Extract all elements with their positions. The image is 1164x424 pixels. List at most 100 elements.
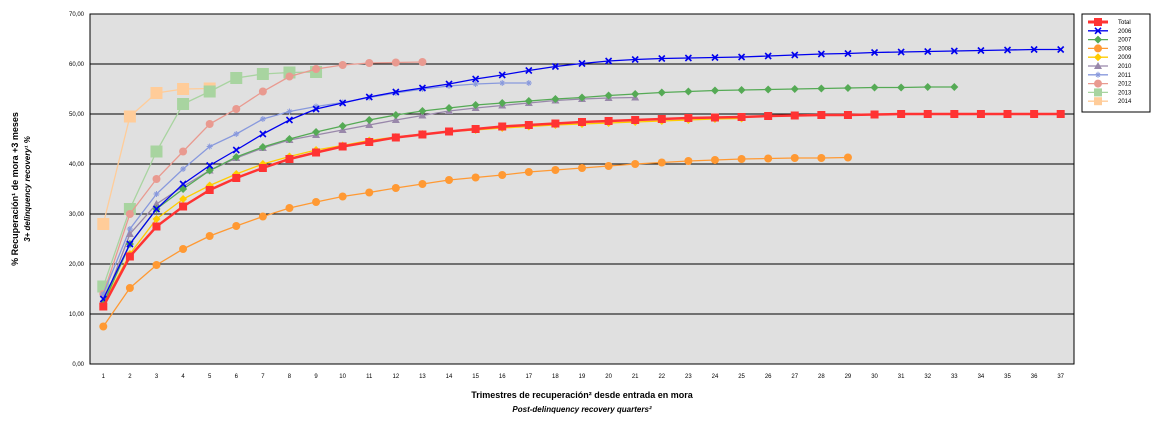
point-total bbox=[179, 202, 188, 211]
x-tick-label: 16 bbox=[499, 374, 506, 380]
point-total bbox=[99, 302, 108, 311]
x-tick-label: 9 bbox=[314, 374, 318, 380]
point-total bbox=[1056, 110, 1065, 118]
point-2006 bbox=[472, 75, 480, 83]
x-tick-label: 5 bbox=[208, 374, 212, 380]
point-total bbox=[737, 113, 746, 121]
point-2012 bbox=[232, 105, 241, 113]
legend-label: 2012 bbox=[1118, 82, 1132, 88]
x-tick-label: 26 bbox=[765, 374, 772, 380]
point-2008 bbox=[657, 158, 666, 167]
point-2008 bbox=[125, 284, 134, 292]
point-2006 bbox=[605, 57, 613, 65]
point-2012 bbox=[391, 58, 400, 67]
x-tick-label: 34 bbox=[978, 374, 985, 380]
point-total bbox=[764, 112, 773, 120]
point-total bbox=[524, 121, 533, 129]
point-2011 bbox=[126, 226, 133, 232]
point-2009 bbox=[179, 195, 188, 203]
point-2007 bbox=[524, 97, 533, 105]
point-2012 bbox=[312, 65, 321, 73]
point-2008 bbox=[285, 204, 294, 212]
point-2006 bbox=[1030, 45, 1038, 54]
y-tick-label: 40,00 bbox=[69, 162, 85, 168]
x-tick-label: 27 bbox=[791, 374, 798, 380]
point-2013 bbox=[256, 68, 269, 80]
point-2006 bbox=[844, 49, 852, 58]
point-total bbox=[471, 125, 480, 133]
legend-item-2007: 2007 bbox=[1088, 35, 1132, 44]
series-total bbox=[99, 110, 1065, 311]
point-2007 bbox=[445, 104, 454, 112]
legend-marker bbox=[1094, 18, 1102, 26]
point-total bbox=[391, 133, 400, 142]
x-tick-label: 4 bbox=[181, 374, 185, 380]
legend-label: Total bbox=[1118, 20, 1131, 26]
point-2006 bbox=[445, 80, 453, 88]
point-2006 bbox=[738, 53, 746, 61]
point-total bbox=[950, 110, 959, 118]
point-2011 bbox=[446, 83, 453, 89]
x-tick-label: 32 bbox=[924, 374, 931, 380]
point-2006 bbox=[339, 99, 347, 107]
point-2007 bbox=[950, 83, 959, 91]
point-2006 bbox=[658, 54, 666, 63]
legend-label: 2010 bbox=[1118, 64, 1132, 70]
legend-item-2008: 2008 bbox=[1088, 44, 1132, 53]
point-2007 bbox=[258, 143, 267, 151]
point-2008 bbox=[365, 188, 374, 197]
legend-item-total: Total bbox=[1088, 18, 1131, 26]
x-tick-label: 18 bbox=[552, 374, 559, 380]
x-tick-label: 28 bbox=[818, 374, 825, 380]
point-total bbox=[870, 110, 879, 119]
point-2006 bbox=[1057, 45, 1065, 54]
point-total bbox=[578, 118, 586, 126]
legend-marker bbox=[1094, 62, 1102, 69]
point-2008 bbox=[471, 173, 480, 182]
point-2006 bbox=[950, 47, 958, 55]
point-2006 bbox=[977, 46, 985, 55]
legend-label: 2014 bbox=[1118, 99, 1132, 105]
point-total bbox=[418, 130, 427, 139]
point-2007 bbox=[338, 122, 347, 130]
legend-item-2006: 2006 bbox=[1088, 27, 1132, 35]
point-2011 bbox=[100, 291, 107, 297]
legend-marker bbox=[1094, 44, 1102, 53]
point-2008 bbox=[551, 166, 560, 174]
legend-item-2010: 2010 bbox=[1088, 62, 1132, 70]
point-2008 bbox=[258, 212, 267, 221]
x-tick-label: 37 bbox=[1057, 374, 1064, 380]
point-2008 bbox=[205, 232, 214, 240]
point-2006 bbox=[764, 52, 772, 60]
point-2008 bbox=[843, 153, 852, 162]
plot-area bbox=[89, 13, 1075, 365]
point-2006 bbox=[551, 62, 559, 71]
point-2006 bbox=[152, 205, 161, 213]
legend-item-2012: 2012 bbox=[1088, 79, 1132, 88]
point-2007 bbox=[657, 88, 666, 97]
point-total bbox=[551, 119, 560, 128]
point-2007 bbox=[631, 90, 640, 98]
point-2008 bbox=[817, 154, 826, 162]
x-tick-label: 13 bbox=[419, 374, 426, 380]
point-2007 bbox=[418, 107, 427, 115]
point-2011 bbox=[472, 81, 479, 87]
point-2010 bbox=[152, 200, 161, 207]
series-2008 bbox=[99, 153, 852, 331]
legend-label: 2007 bbox=[1118, 38, 1132, 44]
x-tick-label: 20 bbox=[605, 374, 612, 380]
point-2008 bbox=[99, 322, 108, 331]
x-axis-label: Trimestres de recuperación² desde entrad… bbox=[471, 390, 694, 400]
point-total bbox=[312, 148, 321, 157]
legend-label: 2013 bbox=[1118, 90, 1132, 96]
legend-marker bbox=[1094, 35, 1102, 44]
x-tick-label: 25 bbox=[738, 374, 745, 380]
point-2011 bbox=[233, 131, 240, 137]
point-2006 bbox=[897, 48, 905, 56]
x-tick-label: 12 bbox=[392, 374, 399, 380]
point-2008 bbox=[498, 171, 507, 179]
legend: Total 2006 2007 2008 2009 2010 2011 2012 2013 201… bbox=[1081, 13, 1151, 113]
x-axis-ticks: 1 2 3 4 5 6 7 8 9 10 11 12 13 14 15 16 17 18 19 20 21 22 23 24 2… bbox=[102, 374, 1065, 380]
legend-box bbox=[1081, 13, 1151, 113]
point-2008 bbox=[790, 154, 799, 162]
